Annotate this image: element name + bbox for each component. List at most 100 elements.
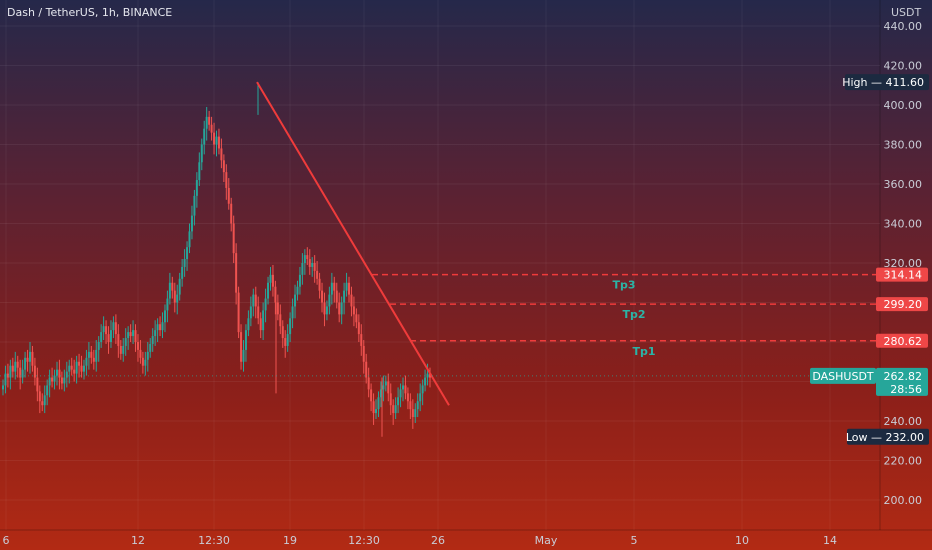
candle-body	[372, 401, 375, 414]
candle-body	[80, 365, 83, 372]
candle-body	[230, 203, 233, 224]
candle-body	[392, 405, 395, 414]
candle-body	[215, 136, 218, 145]
candle-body	[284, 338, 287, 346]
candle-body	[416, 401, 419, 410]
candle-body	[213, 132, 216, 145]
candle-body	[178, 278, 181, 295]
candle-body	[274, 286, 277, 303]
candle-body	[173, 290, 176, 303]
candle-body	[429, 373, 431, 378]
candle-body	[4, 373, 7, 386]
candle-body	[406, 393, 409, 402]
symbol-badge-text: DASHUSDT	[812, 370, 874, 383]
symbol-badge	[810, 367, 876, 384]
candle-body	[41, 401, 44, 406]
candle-body	[289, 318, 292, 335]
candle-body	[375, 409, 378, 414]
candle-body	[232, 223, 235, 254]
low-badge-text: Low — 232.00	[846, 431, 924, 444]
price-axis: 440.00 420.00 400.00 380.00 360.00 340.00 320.…	[810, 20, 929, 507]
candle-body	[203, 128, 206, 145]
candle-body	[411, 409, 414, 418]
current-price-text: 262.82	[884, 370, 923, 383]
candle-body	[389, 393, 392, 406]
candle-body	[409, 401, 412, 410]
time-tick-label: 19	[283, 534, 297, 547]
candle-body	[63, 377, 66, 384]
time-tick-label: 12	[131, 534, 145, 547]
candle-body	[100, 332, 103, 342]
candle-body	[377, 397, 380, 410]
candle-body	[82, 365, 85, 372]
price-tick-label: 360.00	[884, 178, 923, 191]
candle-body	[144, 359, 147, 366]
time-tick-label: May	[535, 534, 558, 547]
candle-body	[269, 274, 272, 283]
candle-body	[244, 330, 247, 350]
candle-body	[419, 393, 422, 402]
time-tick-label: 6	[3, 534, 10, 547]
candle-body	[107, 334, 110, 342]
candle-body	[402, 385, 405, 390]
candles	[2, 82, 431, 437]
candle-body	[271, 274, 274, 287]
candle-body	[225, 172, 228, 188]
candle-body	[16, 361, 19, 368]
candle-body	[168, 282, 171, 299]
candle-body	[85, 357, 88, 366]
price-tick-label: 320.00	[884, 257, 923, 270]
candle-body	[360, 334, 363, 346]
grid	[0, 0, 880, 530]
target-label-tp2: Tp2	[622, 308, 645, 321]
currency-label: USDT	[891, 6, 922, 19]
candle-body	[318, 278, 321, 291]
candle-body	[306, 255, 309, 260]
candle-body	[97, 342, 100, 350]
target-price-text: 299.20	[884, 298, 923, 311]
candle-body	[252, 294, 255, 307]
candle-body	[43, 395, 46, 406]
candle-body	[73, 369, 76, 374]
candle-body	[205, 116, 208, 129]
low-badge	[847, 428, 929, 445]
candle-body	[333, 282, 336, 291]
candle-body	[102, 326, 105, 333]
candle-body	[240, 332, 243, 362]
target-price-badge	[876, 267, 928, 282]
candle-body	[220, 148, 223, 161]
candle-body	[367, 377, 370, 390]
target-price-badge	[876, 333, 928, 348]
candle-body	[370, 389, 373, 402]
candle-body	[294, 294, 297, 307]
countdown-text: 28:56	[890, 383, 922, 396]
candle-body	[55, 369, 58, 376]
candle-body	[355, 314, 358, 323]
candle-body	[217, 136, 220, 149]
candle-body	[90, 351, 93, 358]
price-tick-label: 420.00	[884, 60, 923, 73]
candle-body	[247, 318, 250, 331]
candle-body	[397, 397, 400, 406]
candle-body	[48, 377, 51, 386]
candle-body	[345, 282, 348, 291]
trend-line[interactable]	[256, 81, 450, 406]
candle-body	[382, 385, 385, 390]
candle-body	[53, 375, 56, 382]
time-tick-label: 14	[823, 534, 837, 547]
candle-body	[379, 389, 382, 398]
candle-body	[424, 377, 427, 386]
candle-body	[181, 266, 184, 279]
candle-body	[311, 263, 314, 267]
price-tick-label: 440.00	[884, 20, 923, 33]
candle-body	[296, 286, 299, 295]
candle-body	[92, 357, 95, 362]
candle-body	[127, 332, 130, 339]
candle-body	[242, 349, 245, 362]
candle-body	[70, 365, 73, 370]
candle-body	[117, 334, 120, 346]
time-tick-label: 10	[735, 534, 749, 547]
candle-body	[36, 377, 39, 392]
candle-body	[2, 385, 4, 390]
